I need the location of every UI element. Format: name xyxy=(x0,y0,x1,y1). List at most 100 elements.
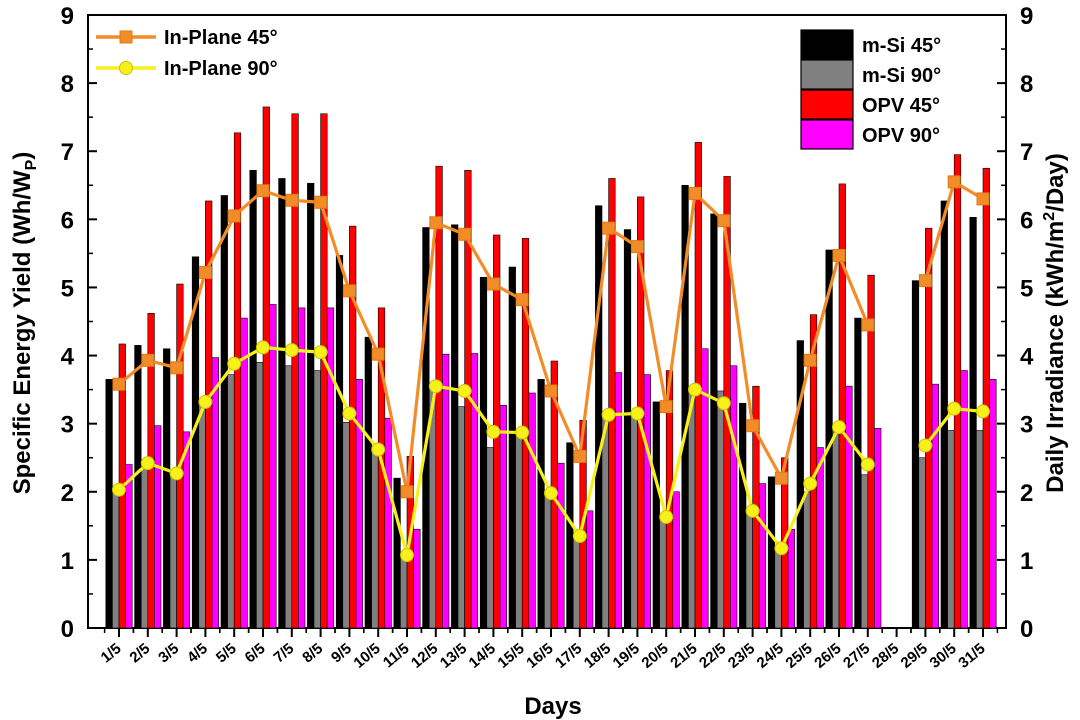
x-tick-label-6-5: 6/5 xyxy=(242,640,269,666)
bar-m-si-45--3-5 xyxy=(163,348,171,629)
bar-m-si-45--6-5 xyxy=(249,169,257,629)
y-left-title-main: Specific Energy Yield (Wh/W xyxy=(9,170,36,494)
line-in-plane-90--point-3-5 xyxy=(169,466,184,481)
bar-m-si-45--30-5 xyxy=(940,200,948,629)
line-in-plane-90--point-22-5 xyxy=(716,396,731,411)
bar-m-si-90--3-5 xyxy=(169,474,177,629)
bar-m-si-45--14-5 xyxy=(479,276,488,629)
y-left-tick-label-9: 9 xyxy=(61,3,74,30)
bar-opv-90--22-5 xyxy=(730,365,738,629)
line-in-plane-90--point-5-5 xyxy=(227,356,242,371)
line-in-plane-45--point-18-5 xyxy=(602,221,616,235)
x-tick-label-4-5: 4/5 xyxy=(184,640,211,666)
line-in-plane-90--point-30-5 xyxy=(947,401,962,416)
legend-opv-45--swatch xyxy=(800,89,854,120)
line-in-plane-45--point-14-5 xyxy=(486,277,500,291)
line-in-plane-45--point-29-5 xyxy=(918,274,932,288)
y-right-title-main: Daily Irradiance (kWh/m xyxy=(1042,221,1069,493)
line-in-plane-90--point-25-5 xyxy=(803,476,818,491)
x-tick-label-5-5: 5/5 xyxy=(213,640,240,666)
y-left-tick-label-2: 2 xyxy=(61,480,74,507)
x-tick-label-31-5: 31/5 xyxy=(955,640,988,672)
bar-m-si-90--22-5 xyxy=(716,390,725,629)
y-right-tick-label-8: 8 xyxy=(1020,71,1033,98)
bar-m-si-90--21-5 xyxy=(688,392,696,629)
x-tick-label-22-5: 22/5 xyxy=(696,640,729,672)
bar-m-si-45--27-5 xyxy=(854,317,862,629)
bar-m-si-90--25-5 xyxy=(803,491,811,629)
line-in-plane-45--point-21-5 xyxy=(688,186,702,200)
bar-opv-45--30-5 xyxy=(953,154,962,629)
legends-layer: In-Plane 45° In-Plane 90° m-Si 45° m-Si 90°… xyxy=(96,27,941,150)
bar-m-si-90--27-5 xyxy=(860,474,869,629)
line-in-plane-45--point-2-5 xyxy=(141,353,155,367)
x-tick-label-2-5: 2/5 xyxy=(126,640,153,666)
x-tick-label-11-5: 11/5 xyxy=(380,640,413,671)
line-in-plane-90--point-24-5 xyxy=(774,541,789,556)
bar-m-si-90--18-5 xyxy=(601,416,609,629)
line-in-plane-45--point-19-5 xyxy=(630,240,644,254)
line-in-plane-90--point-6-5 xyxy=(256,340,270,355)
bar-m-si-45--20-5 xyxy=(652,401,660,629)
bar-m-si-90--23-5 xyxy=(745,508,753,629)
bar-opv-45--18-5 xyxy=(608,178,616,629)
y-right-tick-label-7: 7 xyxy=(1020,139,1033,166)
y-right-tick-label-2: 2 xyxy=(1020,480,1033,507)
line-in-plane-90--point-20-5 xyxy=(659,509,674,524)
bar-m-si-45--2-5 xyxy=(134,345,142,629)
legend-m-si-45--swatch xyxy=(800,29,854,60)
bar-m-si-90--11-5 xyxy=(400,556,408,629)
line-in-plane-90--point-29-5 xyxy=(918,438,933,453)
line-in-plane-90--point-19-5 xyxy=(630,406,645,421)
y-axis-right-title: Daily Irradiance (kWh/m2/Day) xyxy=(1041,153,1069,493)
bar-m-si-45--29-5 xyxy=(911,280,920,629)
bar-m-si-90--2-5 xyxy=(140,464,149,629)
line-in-plane-45--point-20-5 xyxy=(659,400,673,414)
line-in-plane-90--point-8-5 xyxy=(313,345,328,360)
bar-m-si-45--18-5 xyxy=(595,205,603,629)
x-tick-label-29-5: 29/5 xyxy=(898,640,931,672)
x-tick-label-14-5: 14/5 xyxy=(466,640,499,672)
line-in-plane-45--point-7-5 xyxy=(285,193,299,207)
x-tick-label-26-5: 26/5 xyxy=(811,640,844,672)
y-left-tick-label-3: 3 xyxy=(61,412,74,439)
x-tick-label-27-5: 27/5 xyxy=(840,640,873,672)
line-in-plane-90--point-31-5 xyxy=(976,404,990,419)
bar-m-si-45--1-5 xyxy=(105,379,113,629)
bar-opv-90--13-5 xyxy=(470,353,479,629)
legend-m-si-90--label: m-Si 90° xyxy=(862,65,941,87)
x-tick-label-15-5: 15/5 xyxy=(494,640,527,672)
line-in-plane-90--point-11-5 xyxy=(400,548,414,563)
bar-opv-90--19-5 xyxy=(643,374,651,629)
bar-m-si-90--20-5 xyxy=(659,518,667,629)
x-tick-label-9-5: 9/5 xyxy=(328,640,355,666)
x-tick-label-28-5: 28/5 xyxy=(869,640,902,672)
bar-m-si-90--15-5 xyxy=(515,433,523,629)
y-left-tick-label-1: 1 xyxy=(61,548,74,575)
bar-m-si-45--10-5 xyxy=(364,336,372,629)
x-tick-label-12-5: 12/5 xyxy=(408,640,441,672)
line-in-plane-90--point-10-5 xyxy=(371,442,386,457)
bar-opv-90--27-5 xyxy=(874,428,882,629)
bar-opv-90--31-5 xyxy=(989,379,997,629)
bar-opv-45--7-5 xyxy=(291,113,299,629)
line-in-plane-45--point-9-5 xyxy=(342,284,356,298)
bar-opv-90--20-5 xyxy=(672,491,680,629)
line-in-plane-90--point-23-5 xyxy=(745,503,760,518)
bar-opv-90--15-5 xyxy=(528,392,536,629)
line-in-plane-45--point-24-5 xyxy=(774,471,788,485)
x-tick-label-25-5: 25/5 xyxy=(782,640,815,672)
bar-m-si-90--9-5 xyxy=(342,422,350,629)
bar-opv-90--9-5 xyxy=(355,379,363,629)
y-left-title-end: ) xyxy=(9,152,36,160)
y-left-tick-label-7: 7 xyxy=(61,139,74,166)
y-right-tick-label-5: 5 xyxy=(1020,275,1033,302)
legend-m-si-90--swatch xyxy=(800,59,854,90)
line-in-plane-45--point-1-5 xyxy=(112,377,126,391)
x-tick-label-3-5: 3/5 xyxy=(155,640,182,666)
bar-m-si-90--31-5 xyxy=(976,430,984,629)
y-right-title-end: /Day) xyxy=(1042,153,1069,212)
line-in-plane-90--point-18-5 xyxy=(601,407,616,422)
line-in-plane-45--point-27-5 xyxy=(861,318,875,332)
bar-opv-90--6-5 xyxy=(269,304,277,629)
